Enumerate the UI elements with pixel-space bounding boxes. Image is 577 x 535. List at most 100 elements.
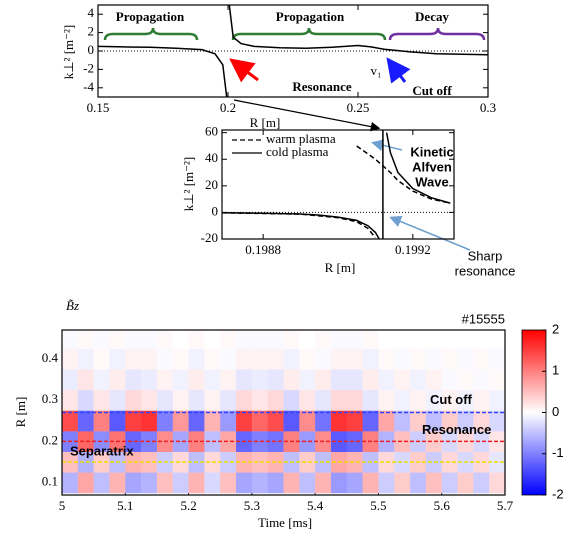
colorbar-tick-label: -2 [552, 486, 564, 501]
heat-cell [346, 348, 363, 370]
heat-cell [283, 410, 300, 432]
heat-cell [441, 348, 458, 370]
heat-cell [204, 348, 221, 370]
heat-cell [457, 389, 474, 411]
x-tick-label: 5.5 [370, 498, 386, 513]
heat-cell [77, 348, 94, 370]
heat-cell [141, 472, 158, 494]
brace [231, 27, 387, 41]
brace [103, 27, 199, 41]
colorbar-tick-label: 1 [552, 363, 559, 378]
heat-cell [473, 348, 490, 370]
heat-cell [109, 410, 126, 432]
heat-cell [441, 330, 458, 349]
heat-cell [93, 369, 110, 391]
heat-cell [330, 330, 348, 349]
heat-cell [346, 451, 363, 473]
legend-label: warm plasma [266, 131, 336, 146]
annotation: Decay [415, 9, 449, 24]
heat-cell [156, 389, 174, 411]
heat-cell [457, 410, 474, 432]
heat-cell [315, 369, 332, 391]
heat-cell [125, 431, 142, 452]
colorbar-tick-label: 0 [552, 404, 559, 419]
marker-label: Cut off [430, 392, 473, 407]
heat-cell [394, 451, 411, 473]
heat-cell [204, 472, 221, 494]
heat-cell [236, 330, 253, 349]
heat-cell [220, 389, 237, 411]
heat-cell [441, 369, 458, 391]
heat-cell [330, 369, 348, 391]
arrow [389, 215, 471, 251]
heat-cell [141, 410, 158, 432]
heat-cell [156, 410, 174, 432]
y-tick-label: -20 [201, 230, 218, 245]
heat-cell [457, 472, 474, 494]
y-tick-label: 0.3 [42, 391, 58, 406]
x-tick-label: 5.3 [244, 498, 260, 513]
heat-cell [172, 410, 189, 432]
heat-cell [188, 330, 205, 349]
y-tick-label: 20 [205, 177, 218, 192]
annotation: resonance [455, 263, 516, 278]
heat-cell [330, 348, 348, 370]
heat-cell [410, 472, 427, 494]
heat-cell [172, 348, 189, 370]
heat-cell [378, 410, 395, 432]
heat-cell [251, 348, 268, 370]
heat-cell [204, 410, 221, 432]
heat-cell [410, 330, 427, 349]
heat-cell [141, 369, 158, 391]
heat-cell [299, 369, 316, 391]
heat-cell [394, 348, 411, 370]
y-tick-label: 0.4 [42, 350, 59, 365]
series-line [221, 132, 451, 240]
annotation: Kinetic [410, 144, 453, 159]
heat-cell [220, 451, 237, 473]
heat-cell [267, 472, 284, 494]
heat-cell [457, 330, 474, 349]
annotation: v₁ [370, 63, 381, 78]
heat-cell [267, 389, 284, 411]
heat-cell [77, 410, 94, 432]
heat-cell [299, 348, 316, 370]
heat-cell [410, 389, 427, 411]
heat-cell [473, 431, 490, 452]
heat-cell [346, 472, 363, 494]
heat-cell [394, 389, 411, 411]
marker-label: Separatrix [70, 443, 134, 458]
x-tick-label: 0.2 [220, 100, 236, 115]
heat-cell [473, 330, 490, 349]
heat-cell [283, 369, 300, 391]
y-tick-label: 0.1 [42, 474, 58, 489]
heat-cell [77, 389, 94, 411]
heat-cell [410, 369, 427, 391]
heat-cell [299, 451, 316, 473]
heat-cell [125, 410, 142, 432]
heat-cell [188, 389, 205, 411]
heat-cell [346, 330, 363, 349]
y-tick-label: -2 [83, 60, 94, 75]
legend-label: cold plasma [266, 144, 329, 159]
annotation: Propagation [276, 9, 345, 24]
heat-cell [299, 410, 316, 432]
annotation: Sharp [468, 248, 503, 263]
heat-cell [362, 369, 379, 391]
heat-cell [77, 330, 94, 349]
heat-cell [236, 369, 253, 391]
heat-cell [362, 472, 379, 494]
y-tick-label: 40 [205, 150, 218, 165]
heat-cell [346, 389, 363, 411]
heat-cell [220, 330, 237, 349]
heat-cell [473, 369, 490, 391]
heat-cell [394, 369, 411, 391]
heat-cell [204, 369, 221, 391]
heat-cell [346, 431, 363, 452]
heat-cell [109, 369, 126, 391]
heat-cell [378, 330, 395, 349]
heat-cell [394, 431, 411, 452]
heat-cell [109, 472, 126, 494]
heat-cell [141, 330, 158, 349]
heat-cell [62, 410, 79, 432]
